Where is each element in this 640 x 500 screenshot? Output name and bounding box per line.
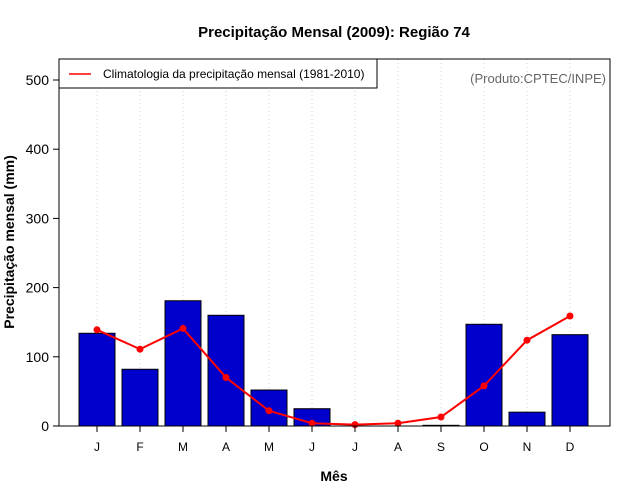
climatology-polyline (96, 315, 571, 426)
legend-entry-climatology: Climatologia da precipitação mensal (198… (103, 67, 364, 81)
bar-j-0 (78, 332, 116, 427)
chart-title: Precipitação Mensal (2009): Região 74 (198, 24, 470, 41)
bars (78, 300, 589, 427)
climatology-point (265, 407, 273, 415)
x-tick-label: M (178, 440, 188, 454)
climatology-line (93, 312, 574, 429)
x-tick-label: D (566, 440, 575, 454)
climatology-point (480, 382, 488, 390)
climatology-point (523, 336, 531, 344)
climatology-point (394, 419, 402, 427)
legend-box (58, 58, 378, 89)
x-tick-label: A (394, 440, 402, 454)
bar-a-3 (207, 314, 245, 427)
y-tick-label: 100 (26, 349, 50, 365)
climatology-point (437, 413, 445, 421)
climatology-point (93, 326, 101, 334)
climatology-point (136, 345, 144, 353)
bar-d-11 (551, 334, 589, 427)
x-axis-label: Mês (320, 468, 347, 484)
x-tick-label: A (222, 440, 230, 454)
bar-n-10 (508, 411, 546, 427)
bar-f-1 (121, 368, 159, 427)
climatology-point (566, 312, 574, 320)
y-axis: 0 100 200 300 400 500 (26, 72, 59, 434)
x-tick-label: O (479, 440, 488, 454)
x-tick-label: J (94, 440, 100, 454)
y-tick-label: 300 (26, 210, 50, 226)
credit-annotation: (Produto:CPTEC/INPE) (470, 71, 606, 86)
y-tick-label: 400 (26, 141, 50, 157)
y-tick-label: 500 (26, 72, 50, 88)
x-tick-label: F (136, 440, 143, 454)
y-axis-label: Precipitação mensal (mm) (1, 155, 17, 329)
x-tick-label: M (264, 440, 274, 454)
x-tick-label: N (523, 440, 532, 454)
legend: Climatologia da precipitação mensal (198… (58, 58, 378, 89)
y-tick-label: 0 (41, 418, 49, 434)
climatology-point (222, 374, 230, 382)
x-tick-label: J (309, 440, 315, 454)
climatology-point (308, 419, 316, 427)
y-tick-label: 200 (26, 280, 50, 296)
bar-o-9 (465, 323, 503, 427)
x-tick-label: J (352, 440, 358, 454)
x-tick-label: S (437, 440, 445, 454)
climatology-point (179, 324, 187, 332)
bar-m-2 (164, 300, 202, 427)
